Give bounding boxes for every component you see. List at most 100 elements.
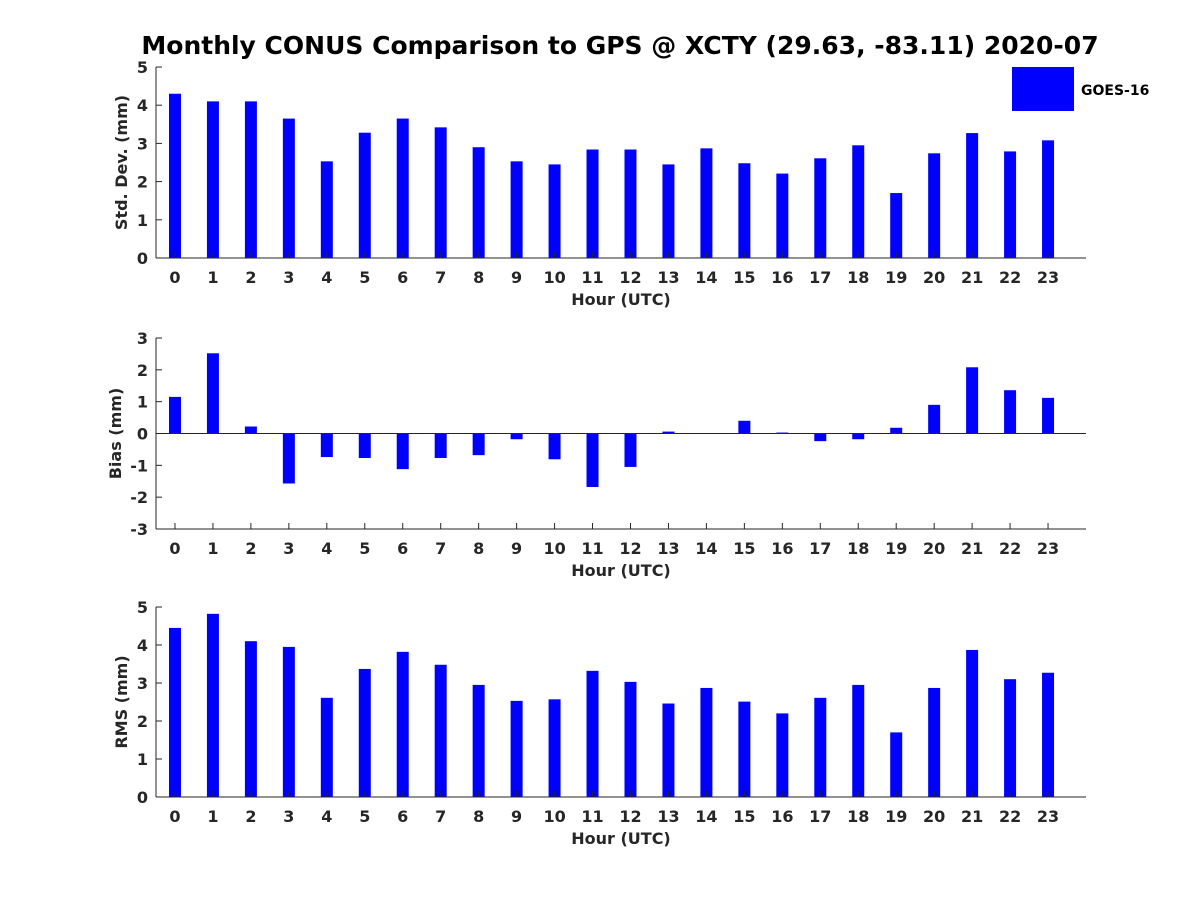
stddev-xtick-label-18: 18: [847, 268, 869, 287]
bias-bar-9: [510, 433, 523, 440]
stddev-xtick-label-8: 8: [473, 268, 484, 287]
bias-ytick-label-2: 2: [137, 361, 148, 380]
bias-xtick-label-1: 1: [207, 539, 218, 558]
chart-title: Monthly CONUS Comparison to GPS @ XCTY (…: [141, 31, 1098, 60]
stddev-bar-12: [624, 149, 637, 258]
stddev-bar-2: [244, 101, 257, 258]
stddev-ytick-label-4: 4: [137, 96, 148, 115]
bias-ytick-label--3: -3: [130, 520, 148, 539]
bias-bar-17: [814, 433, 827, 442]
bias-ytick-label-0: 0: [137, 425, 148, 444]
stddev-xtick-label-3: 3: [283, 268, 294, 287]
rms-ytick-label-3: 3: [137, 674, 148, 693]
bias-bar-15: [738, 420, 751, 434]
rms-bar-17: [814, 697, 827, 797]
rms-bar-8: [472, 684, 485, 797]
bias-xtick-label-2: 2: [245, 539, 256, 558]
bias-bar-13: [662, 431, 675, 434]
bias-ytick-label-1: 1: [137, 393, 148, 412]
bias-bar-20: [928, 404, 941, 434]
bias-bar-2: [244, 426, 257, 434]
rms-xtick-label-22: 22: [999, 807, 1021, 826]
stddev-xtick-label-19: 19: [885, 268, 907, 287]
bias-xtick-label-21: 21: [961, 539, 983, 558]
rms-bar-7: [434, 664, 447, 797]
stddev-xtick-label-12: 12: [619, 268, 641, 287]
stddev-bar-14: [700, 148, 713, 258]
rms-xtick-label-1: 1: [207, 807, 218, 826]
rms-bar-9: [510, 700, 523, 797]
bias-xtick-label-11: 11: [581, 539, 603, 558]
rms-ytick-label-4: 4: [137, 636, 148, 655]
stddev-bar-1: [206, 101, 219, 258]
rms-ytick-label-0: 0: [137, 788, 148, 807]
bias-xtick-label-6: 6: [397, 539, 408, 558]
rms-bar-10: [548, 699, 561, 797]
rms-bar-21: [966, 649, 979, 797]
rms-xlabel: Hour (UTC): [571, 829, 671, 848]
stddev-bar-10: [548, 164, 561, 258]
bias-xtick-label-12: 12: [619, 539, 641, 558]
bias-bar-10: [548, 433, 561, 460]
stddev-xtick-label-16: 16: [771, 268, 793, 287]
stddev-xtick-label-1: 1: [207, 268, 218, 287]
rms-xtick-label-3: 3: [283, 807, 294, 826]
bias-bar-21: [966, 367, 979, 434]
stddev-xtick-label-23: 23: [1037, 268, 1059, 287]
stddev-bar-6: [396, 118, 409, 258]
rms-bar-5: [358, 668, 371, 797]
rms-xtick-label-19: 19: [885, 807, 907, 826]
bias-xtick-label-0: 0: [169, 539, 180, 558]
bias-bar-19: [890, 427, 903, 434]
stddev-bar-5: [358, 132, 371, 258]
stddev-xtick-label-7: 7: [435, 268, 446, 287]
stddev-xtick-label-10: 10: [543, 268, 565, 287]
bias-xtick-label-7: 7: [435, 539, 446, 558]
rms-bar-12: [624, 681, 637, 797]
rms-bar-15: [738, 701, 751, 797]
rms-xtick-label-7: 7: [435, 807, 446, 826]
rms-xtick-label-20: 20: [923, 807, 945, 826]
bias-bar-11: [586, 433, 599, 487]
bias-bar-0: [168, 396, 181, 434]
rms-ytick-label-5: 5: [137, 598, 148, 617]
bias-xtick-label-3: 3: [283, 539, 294, 558]
stddev-xtick-label-2: 2: [245, 268, 256, 287]
rms-xtick-label-6: 6: [397, 807, 408, 826]
stddev-bar-8: [472, 147, 485, 258]
stddev-xtick-label-17: 17: [809, 268, 831, 287]
rms-bar-18: [852, 684, 865, 797]
bias-bar-5: [358, 433, 371, 459]
stddev-xtick-label-21: 21: [961, 268, 983, 287]
stddev-bar-23: [1042, 140, 1055, 258]
rms-xtick-label-0: 0: [169, 807, 180, 826]
stddev-bar-19: [890, 193, 903, 258]
rms-xtick-label-2: 2: [245, 807, 256, 826]
bias-xtick-label-10: 10: [543, 539, 565, 558]
stddev-bar-17: [814, 158, 827, 258]
bias-xtick-label-9: 9: [511, 539, 522, 558]
stddev-bar-9: [510, 161, 523, 258]
bias-xtick-label-13: 13: [657, 539, 679, 558]
bias-xtick-label-20: 20: [923, 539, 945, 558]
rms-bar-0: [168, 627, 181, 797]
rms-ytick-label-1: 1: [137, 750, 148, 769]
bias-ytick-label--2: -2: [130, 488, 148, 507]
stddev-bar-3: [282, 118, 295, 258]
stddev-bar-22: [1004, 151, 1017, 258]
rms-bar-6: [396, 651, 409, 797]
rms-bar-11: [586, 670, 599, 797]
stddev-bar-7: [434, 127, 447, 258]
rms-xtick-label-16: 16: [771, 807, 793, 826]
rms-xtick-label-5: 5: [359, 807, 370, 826]
rms-xtick-label-14: 14: [695, 807, 717, 826]
rms-xtick-label-4: 4: [321, 807, 332, 826]
stddev-xtick-label-9: 9: [511, 268, 522, 287]
legend-label: GOES-16: [1081, 83, 1149, 99]
stddev-ytick-label-0: 0: [137, 249, 148, 268]
rms-bar-16: [776, 713, 789, 797]
stddev-bar-0: [168, 93, 181, 259]
